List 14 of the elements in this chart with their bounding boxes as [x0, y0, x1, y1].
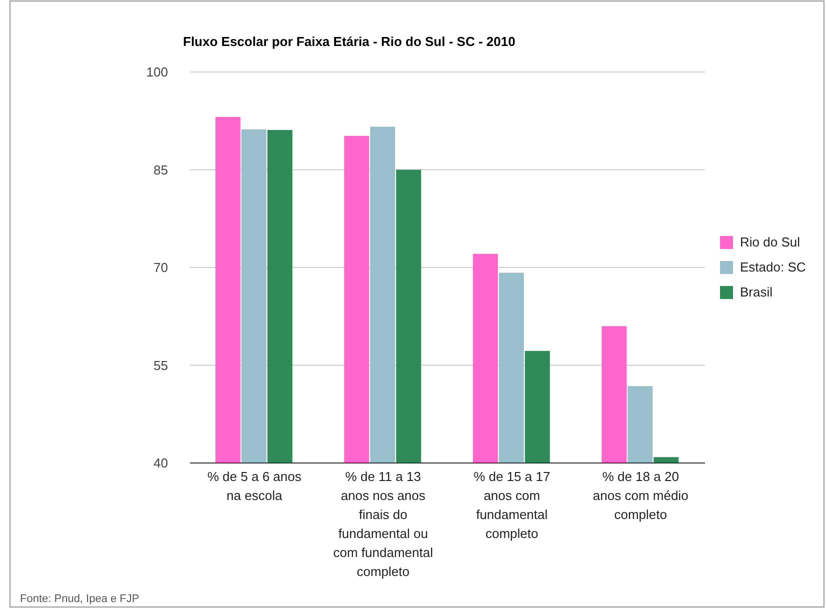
x-tick-label: % de 15 a 17 anos com fundamental completo	[474, 469, 550, 541]
x-tick-label: % de 18 a 20 anos com médio completo	[592, 469, 688, 522]
chart-title: Fluxo Escolar por Faixa Etária - Rio do Sul - SC - 2010	[183, 34, 516, 49]
legend-label: Rio do Sul	[740, 234, 800, 250]
x-tick-label: % de 11 a 13 anos nos anos finais do fundamental ou com fundamental completo	[333, 469, 434, 579]
legend-label: Brasil	[740, 284, 773, 300]
legend-label: Estado: SC	[740, 260, 806, 275]
source-note: Fonte: Pnud, Ipea e FJP	[20, 593, 140, 605]
y-tick-label: 70	[154, 260, 168, 276]
x-tick-label: % de 5 a 6 anos na escola	[207, 469, 302, 503]
y-tick-label: 85	[154, 162, 168, 178]
y-tick-label: 100	[146, 64, 168, 80]
y-tick-label: 55	[154, 358, 168, 373]
y-tick-label: 40	[154, 456, 168, 471]
